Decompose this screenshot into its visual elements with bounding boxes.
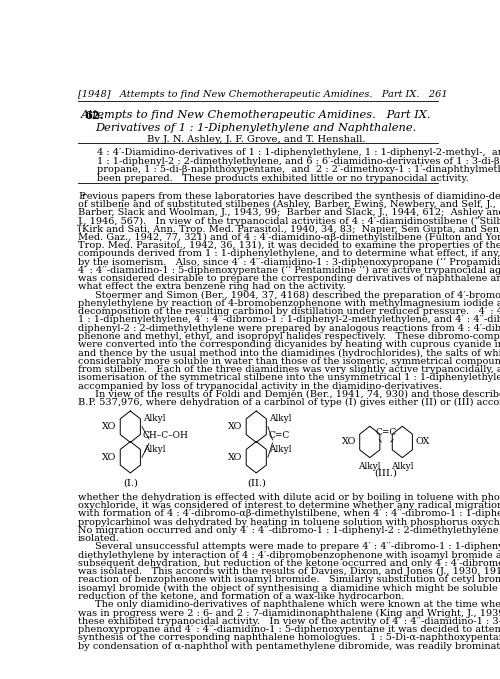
Text: OX: OX <box>416 437 430 447</box>
Text: Med. Gaz., 1942, 77, 321) and of 4 : 4′-diamidino-αβ-dimethylstilbene (Fulton an: Med. Gaz., 1942, 77, 321) and of 4 : 4′-… <box>78 233 500 242</box>
Text: phenone and methyl, ethyl, and isopropyl halides respectively.   These dibromo-c: phenone and methyl, ethyl, and isopropyl… <box>78 332 500 341</box>
Text: Several unsuccessful attempts were made to prepare 4′ : 4′′-dibromo-1 : 1-diphen: Several unsuccessful attempts were made … <box>94 543 500 551</box>
Text: isomerisation of the symmetrical stilbene into the unsymmetrical 1 : 1-diphenyle: isomerisation of the symmetrical stilben… <box>78 373 500 382</box>
Text: In view of the results of Foldi and Demjen (Ber., 1941, 74, 930) and those descr: In view of the results of Foldi and Demj… <box>94 390 500 399</box>
Text: by the isomerism.   Also, since 4′ : 4′′-diamidino-1 : 3-diphenoxypropane (‘‘ Pr: by the isomerism. Also, since 4′ : 4′′-d… <box>78 257 500 267</box>
Text: C=C: C=C <box>376 428 396 437</box>
Text: decomposition of the resulting carbinol by distillation under reduced pressure. : decomposition of the resulting carbinol … <box>78 307 500 316</box>
Text: propane, 1 : 5-di-β-naphthoxypentane,  and  2 : 2′-dimethoxy-1 : 1′-dinaphthylme: propane, 1 : 5-di-β-naphthoxypentane, an… <box>98 165 500 175</box>
Text: By J. N. Ashley, J. F. Grove, and T. Henshall.: By J. N. Ashley, J. F. Grove, and T. Hen… <box>147 135 366 144</box>
Text: compounds derived from 1 : 1-diphenylethylene, and to determine what effect, if : compounds derived from 1 : 1-diphenyleth… <box>78 249 500 258</box>
Text: 4 : 4′-Diamidino-derivatives of 1 : 1-diphenylethylene, 1 : 1-diphenyl-2-methyl-: 4 : 4′-Diamidino-derivatives of 1 : 1-di… <box>98 149 500 158</box>
Text: isoamyl bromide (with the object of synthesising a diamidine which might be solu: isoamyl bromide (with the object of synt… <box>78 584 500 593</box>
Text: Trop. Med. Parasitol., 1942, 36, 131), it was decided to examine the properties : Trop. Med. Parasitol., 1942, 36, 131), i… <box>78 241 500 250</box>
Text: (III.): (III.) <box>374 469 398 477</box>
Text: Alkyl: Alkyl <box>391 462 413 471</box>
Text: Derivatives of 1 : 1-Diphenylethylene and Naphthalene.: Derivatives of 1 : 1-Diphenylethylene an… <box>96 124 417 133</box>
Text: Barber, Slack and Woolman, J., 1943, 99;  Barber and Slack, J., 1944, 612;  Ashl: Barber, Slack and Woolman, J., 1943, 99;… <box>78 208 500 217</box>
Text: (Kirk and Sati, Ann. Trop. Med. Parasitol., 1940, 34, 83;  Napier, Sen Gupta, an: (Kirk and Sati, Ann. Trop. Med. Parasito… <box>78 225 500 234</box>
Text: XO: XO <box>228 453 242 462</box>
Text: (II.): (II.) <box>247 478 266 488</box>
Text: of stilbene and of substituted stilbenes (Ashley, Barber, Ewins, Newbery, and Se: of stilbene and of substituted stilbenes… <box>78 200 500 209</box>
Text: The only diamidino-derivatives of naphthalene which were known at the time when : The only diamidino-derivatives of naphth… <box>94 600 500 609</box>
Text: by condensation of α-naphthol with pentamethylene dibromide, was readily bromina: by condensation of α-naphthol with penta… <box>78 642 500 650</box>
Text: diphenyl-2 : 2-dimethylethylene were prepared by analogous reactions from 4 : 4′: diphenyl-2 : 2-dimethylethylene were pre… <box>78 324 500 333</box>
Text: Stoermer and Simon (Ber., 1904, 37, 4168) described the preparation of 4′-bromo-: Stoermer and Simon (Ber., 1904, 37, 4168… <box>94 291 500 299</box>
Text: Attempts to find New Chemotherapeutic Amidines.   Part IX.: Attempts to find New Chemotherapeutic Am… <box>81 110 432 120</box>
Text: subsequent dehydration, but reduction of the ketone occurred and only 4 : 4′-dib: subsequent dehydration, but reduction of… <box>78 559 500 568</box>
Text: were converted into the corresponding dicyanides by heating with cuprous cyanide: were converted into the corresponding di… <box>78 340 500 349</box>
Text: Alkyl: Alkyl <box>142 445 165 454</box>
Text: phenoxypropane and 4′ : 4′′-diamidino-1 : 5-diphenoxypentane it was decided to a: phenoxypropane and 4′ : 4′′-diamidino-1 … <box>78 625 500 634</box>
Text: XO: XO <box>102 422 117 431</box>
Text: 4′ : 4′′-diamidino-1 : 5-diphenoxypentane (‘‘ Pentamidine ’’) are active trypano: 4′ : 4′′-diamidino-1 : 5-diphenoxypentan… <box>78 266 500 275</box>
Text: Alkyl: Alkyl <box>142 414 165 423</box>
Text: 1 : 1-diphenyl-2 : 2-dimethylethylene, and 6 : 6′-diamidino-derivatives of 1 : 3: 1 : 1-diphenyl-2 : 2-dimethylethylene, a… <box>98 157 500 166</box>
Text: revious papers from these laboratories have described the synthesis of diamidino: revious papers from these laboratories h… <box>82 191 500 200</box>
Text: 1 : 1-diphenylethylene, 4′ : 4′′-dibromo-1 : 1-diphenyl-2-methylethylene, and 4′: 1 : 1-diphenylethylene, 4′ : 4′′-dibromo… <box>78 316 500 325</box>
Text: Alkyl: Alkyl <box>268 414 291 423</box>
Text: oxychloride, it was considered of interest to determine whether any radical migr: oxychloride, it was considered of intere… <box>78 501 500 510</box>
Text: (I.): (I.) <box>123 478 138 488</box>
Text: 62.: 62. <box>84 110 103 122</box>
Text: XO: XO <box>342 437 356 447</box>
Text: B.P. 537,976, where dehydration of a carbinol of type (I) gives either (II) or (: B.P. 537,976, where dehydration of a car… <box>78 398 500 407</box>
Text: considerably more soluble in water than those of the isomeric, symmetrical compo: considerably more soluble in water than … <box>78 356 500 366</box>
Text: P: P <box>78 191 85 200</box>
Text: synthesis of the corresponding naphthalene homologues.   1 : 5-Di-α-naphthoxypen: synthesis of the corresponding naphthale… <box>78 634 500 642</box>
Text: accompanied by loss of trypanocidal activity in the diamidino-derivatives.: accompanied by loss of trypanocidal acti… <box>78 382 442 390</box>
Text: these exhibited trypanocidal activity.   In view of the activity of 4′ : 4′′-dia: these exhibited trypanocidal activity. I… <box>78 617 500 626</box>
Text: CH–C–OH: CH–C–OH <box>142 431 188 441</box>
Text: XO: XO <box>228 422 242 431</box>
Text: reaction of benzophenone with isoamyl bromide.   Similarly substitution of cetyl: reaction of benzophenone with isoamyl br… <box>78 575 500 585</box>
Text: was considered desirable to prepare the corresponding derivatives of naphthalene: was considered desirable to prepare the … <box>78 274 500 283</box>
Text: whether the dehydration is effected with dilute acid or by boiling in toluene wi: whether the dehydration is effected with… <box>78 493 500 502</box>
Text: [1948]   Attempts to find New Chemotherapeutic Amidines.   Part IX.   261: [1948] Attempts to find New Chemotherape… <box>78 90 448 99</box>
Text: C=C: C=C <box>268 431 289 441</box>
Text: reduction of the ketone, and formation of a wax-like hydrocarbon.: reduction of the ketone, and formation o… <box>78 592 404 601</box>
Text: J., 1946, 567).   In view of the trypanocidal activities of 4 : 4′-diamidinostil: J., 1946, 567). In view of the trypanoci… <box>78 217 500 225</box>
Text: with formation of 4 : 4′-dibromo-αβ-dimethylstilbene, when 4′ : 4′′-dibromo-1 : : with formation of 4 : 4′-dibromo-αβ-dime… <box>78 509 500 518</box>
Text: Alkyl: Alkyl <box>268 445 291 454</box>
Text: propylcarbinol was dehydrated by heating in toluene solution with phosphorus oxy: propylcarbinol was dehydrated by heating… <box>78 517 500 527</box>
Text: Alkyl: Alkyl <box>358 462 381 471</box>
Text: from stilbene.   Each of the three diamidines was very slightly active trypanoci: from stilbene. Each of the three diamidi… <box>78 365 500 374</box>
Text: phenylethylene by reaction of 4-bromobenzophenone with methylmagnesium iodide an: phenylethylene by reaction of 4-bromoben… <box>78 299 500 308</box>
Text: been prepared.   These products exhibited little or no trypanocidal activity.: been prepared. These products exhibited … <box>98 174 469 183</box>
Text: was in progress were 2 : 6- and 2 : 7-diamidinonaphthalene (King and Wright, J.,: was in progress were 2 : 6- and 2 : 7-di… <box>78 608 500 618</box>
Text: No migration occurred and only 4′ : 4′′-dibromo-1 : 1-diphenyl-2 : 2-dimethyleth: No migration occurred and only 4′ : 4′′-… <box>78 526 500 535</box>
Text: and thence by the usual method into the diamidines (hydrochlorides), the salts o: and thence by the usual method into the … <box>78 348 500 358</box>
Text: isolated.: isolated. <box>78 534 120 543</box>
Text: diethylethylene by interaction of 4 : 4′-dibromobenzophenone with isoamyl bromid: diethylethylene by interaction of 4 : 4′… <box>78 551 500 559</box>
Text: XO: XO <box>102 453 117 462</box>
Text: was isolated.   This accords with the results of Davies, Dixon, and Jones (J., 1: was isolated. This accords with the resu… <box>78 567 500 576</box>
Text: what effect the extra benzene ring had on the activity.: what effect the extra benzene ring had o… <box>78 282 346 291</box>
